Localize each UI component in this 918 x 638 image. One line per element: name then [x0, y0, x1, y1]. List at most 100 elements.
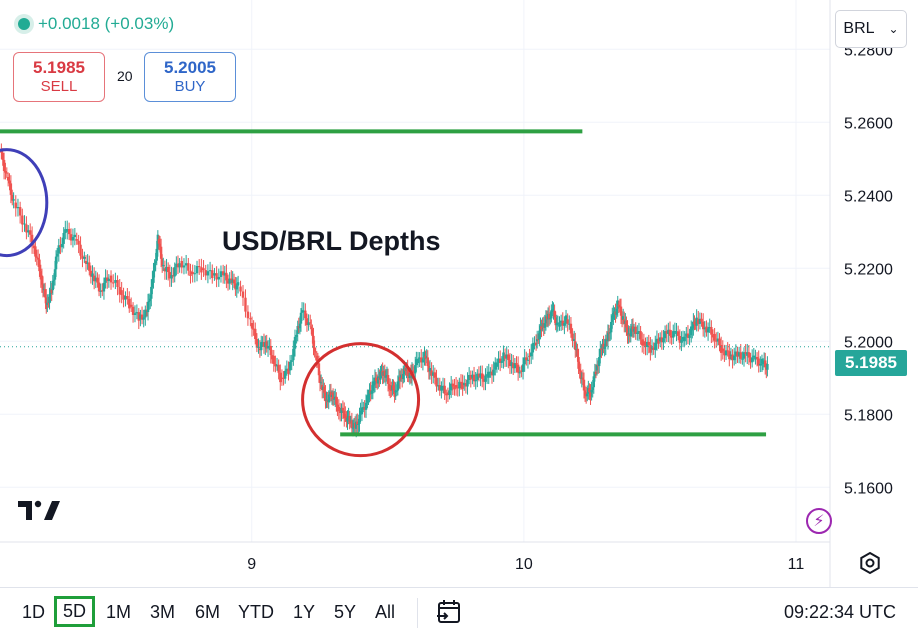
candle-body	[107, 278, 111, 281]
candle-body	[571, 333, 574, 341]
currency-select[interactable]: BRL ⌄	[835, 10, 907, 48]
candle-body	[230, 278, 233, 280]
candle-body	[27, 230, 30, 233]
candle-body	[563, 323, 566, 326]
candle-body	[662, 338, 665, 343]
candle-body	[652, 347, 655, 350]
candle-body	[647, 341, 650, 346]
buy-button[interactable]: 5.2005 BUY	[144, 52, 236, 102]
candle-body	[62, 232, 65, 244]
utc-clock[interactable]: 09:22:34 UTC	[783, 602, 896, 622]
candle-body	[629, 328, 632, 337]
candle-body	[296, 325, 299, 334]
candle-body	[184, 263, 188, 266]
lightning-icon[interactable]: ⚡︎	[806, 508, 832, 534]
timeframe-5d[interactable]: 5D	[54, 596, 96, 627]
candle-body	[458, 381, 461, 389]
candle-body	[670, 335, 673, 338]
highlight-circle-left	[0, 148, 49, 258]
candle-body	[594, 371, 598, 375]
candle-body	[336, 404, 339, 412]
candle-body	[241, 291, 245, 298]
candle-body	[477, 373, 481, 377]
candle-body	[728, 351, 731, 360]
timeframe-all[interactable]: All	[375, 602, 396, 622]
candle-body	[47, 302, 50, 304]
candle-body	[568, 323, 571, 325]
candle-body	[154, 260, 157, 264]
candle-body	[390, 390, 393, 392]
candle-body	[302, 310, 305, 313]
timeframe-1m[interactable]: 1M	[106, 602, 132, 622]
candle-body	[264, 342, 267, 347]
annotation-title: USD/BRL Depths	[222, 226, 441, 256]
x-tick-label: 10	[515, 556, 533, 573]
candle-body	[38, 259, 41, 272]
chevron-down-icon: ⌄	[888, 22, 899, 36]
candle-body	[16, 207, 20, 209]
candle-body	[497, 358, 500, 364]
candle-body	[213, 273, 216, 276]
candle-body	[249, 318, 252, 320]
candle-body	[252, 328, 255, 330]
candle-body	[564, 315, 568, 324]
candle-body	[131, 306, 135, 315]
candle-body	[315, 355, 318, 361]
candle-body	[683, 336, 686, 342]
timeframe-1d[interactable]: 1D	[22, 602, 46, 622]
candle-body	[178, 263, 181, 268]
candle-body	[436, 385, 440, 387]
candle-body	[701, 321, 705, 330]
timeframe-1y[interactable]: 1Y	[293, 602, 316, 622]
candle-body	[204, 270, 207, 276]
calendar-range-icon[interactable]	[435, 598, 463, 626]
candle-body	[139, 314, 142, 320]
settings-gear-icon[interactable]	[858, 551, 882, 575]
candle-body	[503, 355, 507, 359]
candle-body	[577, 356, 580, 369]
candle-body	[318, 375, 322, 383]
candle-body	[441, 385, 445, 387]
candle-body	[331, 392, 335, 400]
candle-body	[518, 372, 521, 374]
toolbar-divider	[417, 598, 418, 628]
candle-body	[59, 245, 62, 248]
candle-body	[428, 367, 432, 372]
timeframe-5y[interactable]: 5Y	[334, 602, 357, 622]
candle-body	[319, 382, 323, 384]
candle-body	[692, 321, 695, 329]
timeframe-6m[interactable]: 6M	[195, 602, 221, 622]
candle-body	[663, 331, 667, 339]
candle-body	[53, 269, 57, 280]
candle-body	[64, 229, 67, 233]
candle-body	[244, 297, 247, 312]
candle-body	[438, 385, 441, 391]
sell-button[interactable]: 5.1985 SELL	[13, 52, 105, 102]
candle-body	[448, 390, 451, 396]
candle-body	[116, 280, 119, 288]
candle-body	[309, 322, 312, 324]
candle-body	[393, 389, 396, 397]
timeframe-ytd[interactable]: YTD	[238, 602, 274, 622]
candle-body	[317, 363, 321, 376]
candle-body	[344, 414, 347, 416]
candle-body	[469, 375, 472, 380]
candle-body	[531, 343, 535, 353]
candle-body	[595, 365, 599, 371]
candle-body	[372, 384, 376, 386]
candle-body	[157, 239, 161, 244]
candle-body	[711, 334, 715, 338]
candle-body	[50, 289, 53, 293]
candle-body	[370, 390, 373, 394]
candle-body	[18, 207, 22, 216]
candle-body	[402, 373, 405, 380]
candle-body	[379, 371, 382, 380]
timeframe-3m[interactable]: 3M	[150, 602, 176, 622]
candle-body	[268, 345, 271, 347]
candle-body	[265, 341, 268, 349]
candle-body	[515, 363, 518, 365]
candle-body	[43, 289, 47, 298]
candle-body	[348, 416, 351, 424]
candle-body	[443, 385, 446, 394]
